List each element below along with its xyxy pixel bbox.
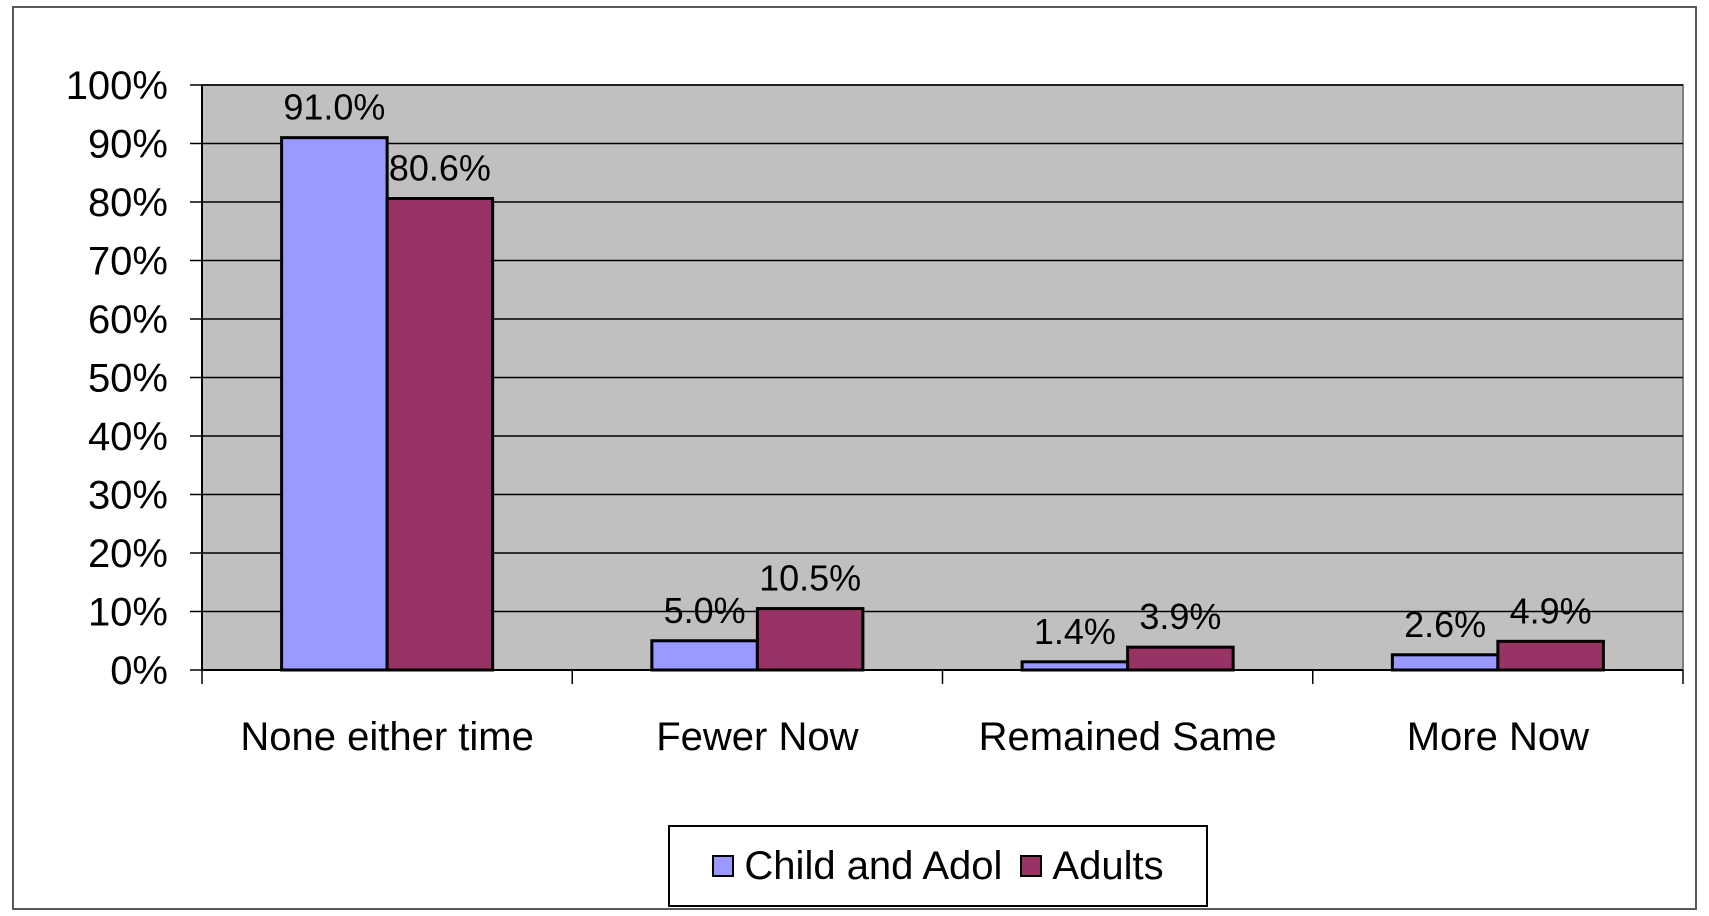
legend-item-series-1: Adults (1020, 843, 1164, 889)
bar-series-0 (650, 639, 759, 672)
x-category-label: None either time (240, 715, 533, 759)
legend-swatch-series-0 (712, 855, 735, 877)
x-category-label: Fewer Now (656, 715, 858, 759)
legend-label-series-1: Adults (1052, 843, 1164, 888)
bar-series-1 (385, 196, 495, 672)
y-tick-label: 100% (66, 64, 168, 108)
data-label-series-1: 80.6% (389, 147, 491, 188)
data-label-series-1: 3.9% (1139, 596, 1221, 637)
y-tick-label: 30% (88, 474, 168, 518)
y-tick-label: 50% (88, 357, 168, 401)
bar-series-0 (1020, 660, 1130, 672)
y-tick-label: 60% (88, 298, 168, 342)
data-labels: 91.0%80.6% 5.0% 10.5% 1.4% 3.9% 2.6% 4.9% (283, 87, 1591, 652)
bar-series-1 (755, 607, 865, 672)
bar-series-0 (1390, 653, 1500, 672)
y-tick-label: 80% (88, 181, 168, 225)
legend-swatch-series-1 (1020, 855, 1043, 877)
data-label-series-0: 1.4% (1034, 611, 1116, 652)
y-tick-label: 90% (88, 123, 168, 167)
data-label-series-0: 5.0% (664, 590, 746, 631)
bar-series-0 (280, 136, 389, 672)
x-category-label: Remained Same (979, 715, 1277, 759)
bar-series-1 (1496, 639, 1605, 672)
legend-label-series-0: Child and Adol (744, 843, 1003, 888)
data-label-series-1: 10.5% (759, 558, 861, 599)
y-tick-label: 10% (88, 591, 168, 635)
bars (280, 136, 1605, 672)
y-tick-label: 20% (88, 532, 168, 576)
data-label-series-0: 2.6% (1404, 604, 1486, 645)
legend: Child and Adol Adults (668, 825, 1208, 907)
y-tick-label: 0% (110, 649, 168, 693)
y-tick-label: 70% (88, 240, 168, 284)
bar-series-1 (1126, 645, 1235, 672)
data-label-series-1: 4.9% (1510, 590, 1592, 631)
axes: 0% 10% 20% 30% 40% 50% 60% 70% 80% 90% 100% None ei… (66, 64, 1684, 759)
y-tick-label: 40% (88, 415, 168, 459)
data-label-series-0: 91.0% (283, 87, 385, 128)
legend-item-series-0: Child and Adol (712, 844, 1002, 889)
x-category-label: More Now (1407, 715, 1589, 759)
